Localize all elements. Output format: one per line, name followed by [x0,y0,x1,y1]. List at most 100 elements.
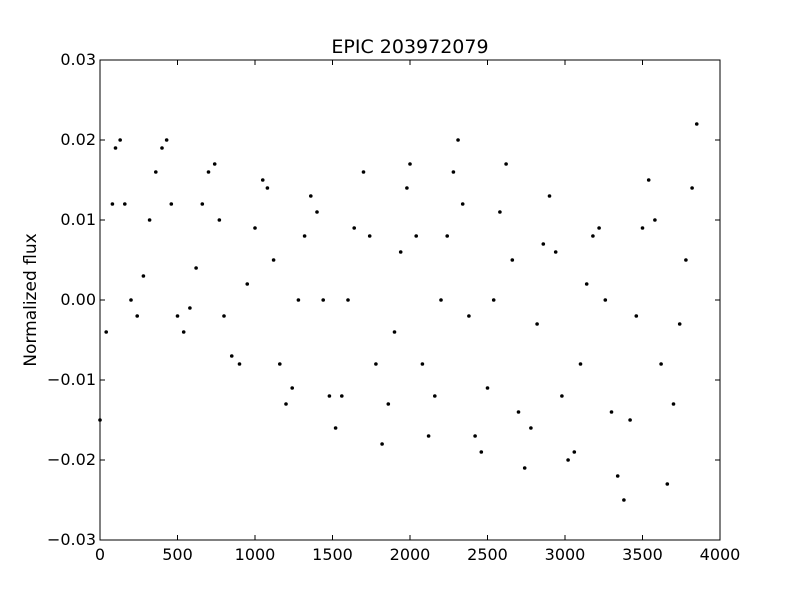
data-point [129,298,133,302]
data-point [553,250,558,254]
data-point [271,258,276,262]
data-point [169,202,174,206]
data-point [315,210,319,214]
data-point [327,394,332,398]
data-point [265,186,270,190]
x-tick-label: 1500 [312,545,353,564]
y-tick-label: −0.03 [47,530,96,549]
data-point [346,298,350,302]
data-point [200,202,205,206]
x-tick-label: 3000 [545,545,586,564]
data-point [135,314,139,318]
data-point [290,386,295,390]
data-point [541,242,546,246]
data-point [141,274,146,278]
data-point [340,394,344,398]
data-point [646,178,651,182]
data-point [456,138,460,142]
data-point [609,410,614,414]
data-point [333,426,338,430]
data-point [104,330,108,334]
data-point [386,402,391,406]
y-tick-label: −0.02 [47,450,96,469]
data-point [591,234,595,238]
data-point [405,186,409,190]
data-point [361,170,366,174]
y-tick-label: −0.01 [47,370,96,389]
y-tick-label: 0.03 [60,50,96,69]
data-point [694,122,699,126]
data-point [597,226,601,230]
data-point [445,234,450,238]
data-point [245,282,250,286]
data-point [160,146,164,150]
data-point [504,162,508,166]
data-point [309,194,313,198]
data-point [460,202,465,206]
data-point [473,434,477,438]
data-point [510,258,515,262]
x-tick-label: 500 [162,545,193,564]
data-point [634,314,639,318]
data-point [485,386,490,390]
data-point [284,402,288,406]
chart-title: EPIC 203972079 [331,36,488,58]
data-point [352,226,357,230]
data-point [147,218,152,222]
data-point [321,298,326,302]
data-point [278,362,282,366]
data-point [566,458,570,462]
data-point [684,258,688,262]
data-point [374,362,378,366]
data-point [578,362,583,366]
data-point [217,218,222,222]
data-point [677,322,682,326]
data-point [420,362,425,366]
y-tick-label: 0.01 [60,210,96,229]
data-point [188,306,192,310]
data-point [479,450,484,454]
data-point [439,298,443,302]
x-tick-label: 4000 [700,545,741,564]
x-tick-label: 3500 [622,545,663,564]
data-point [253,226,257,230]
data-point [491,298,496,302]
data-point [498,210,502,214]
data-points [98,122,699,502]
data-point [535,322,539,326]
data-point [175,314,180,318]
data-point [572,450,577,454]
data-point [414,234,419,238]
data-point [164,138,169,142]
data-point [547,194,552,198]
data-point [690,186,694,190]
y-tick-label: 0.02 [60,130,96,149]
data-point [123,202,127,206]
data-point [451,170,456,174]
data-point [433,394,437,398]
x-tick-label: 2000 [390,545,431,564]
data-point [118,138,122,142]
y-axis-label: Normalized flux [21,233,41,366]
data-point [194,266,198,270]
data-point [237,362,242,366]
y-tick-label: 0.00 [60,290,96,309]
plot-frame [99,59,721,541]
data-point [222,314,226,318]
data-point [392,330,397,334]
data-point [516,410,521,414]
axis-ticks: 0 500 1000 1500 2000 2500 3000 3500 4000 0.03 0.02… [47,50,740,564]
data-point [426,434,431,438]
data-point [398,250,403,254]
data-point [229,354,234,358]
data-point [560,394,564,398]
data-point [154,170,158,174]
data-point [467,314,471,318]
x-tick-label: 2500 [467,545,508,564]
data-point [622,498,626,502]
data-point [522,466,527,470]
data-point [212,162,217,166]
data-point [653,218,657,222]
x-tick-label: 1000 [235,545,276,564]
